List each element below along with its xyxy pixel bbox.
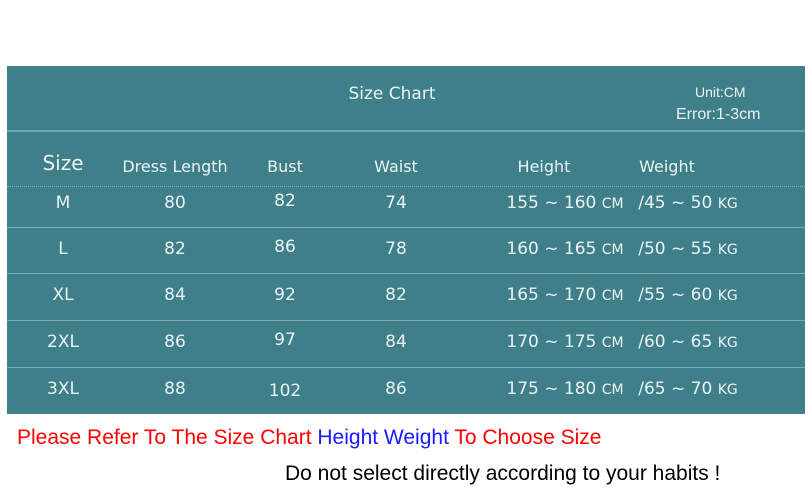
cell-length: 82 <box>164 239 186 259</box>
column-header: Waist <box>374 157 418 176</box>
habit-note: Do not select directly according to your… <box>285 462 721 485</box>
cell-weight: /50 ~ 55 KG <box>638 239 737 259</box>
height-unit: CM <box>601 382 624 398</box>
weight-value: /60 ~ 65 <box>638 332 713 352</box>
cell-waist: 86 <box>385 379 407 399</box>
cell-height: 165 ~ 170 CM <box>506 285 623 305</box>
note-highlight: Height Weight <box>317 426 449 449</box>
cell-waist: 78 <box>385 239 407 259</box>
cell-bust: 86 <box>274 237 296 257</box>
error-label: Error:1-3cm <box>676 106 761 123</box>
unit-label: Unit:CM <box>695 84 746 100</box>
cell-weight: /45 ~ 50 KG <box>638 193 737 213</box>
column-header: Dress Length <box>122 157 228 176</box>
cell-length: 86 <box>164 332 186 352</box>
cell-waist: 84 <box>385 332 407 352</box>
height-unit: CM <box>601 288 624 304</box>
height-value: 175 ~ 180 <box>506 379 597 399</box>
height-value: 160 ~ 165 <box>506 239 597 259</box>
row-divider <box>7 320 805 321</box>
cell-size: M <box>55 193 71 213</box>
height-unit: CM <box>601 196 624 212</box>
cell-bust: 97 <box>274 330 296 350</box>
row-divider <box>7 227 805 228</box>
size-chart-table: Size Chart Unit:CM Error:1-3cm Size Dress… <box>7 66 805 414</box>
row-divider <box>7 186 805 188</box>
column-header: Height <box>517 157 571 176</box>
weight-value: /55 ~ 60 <box>638 285 713 305</box>
height-value: 155 ~ 160 <box>506 193 597 213</box>
cell-height: 175 ~ 180 CM <box>506 379 623 399</box>
row-divider <box>7 273 805 274</box>
cell-weight: /60 ~ 65 KG <box>638 332 737 352</box>
cell-size: L <box>58 239 68 259</box>
cell-waist: 82 <box>385 285 407 305</box>
cell-size: 2XL <box>47 332 79 352</box>
cell-bust: 102 <box>268 381 302 401</box>
cell-bust: 82 <box>274 191 296 211</box>
cell-waist: 74 <box>385 193 407 213</box>
table-title: Size Chart <box>348 84 436 104</box>
refer-note: Please Refer To The Size Chart Height We… <box>17 426 601 450</box>
cell-length: 84 <box>164 285 186 305</box>
weight-unit: KG <box>717 382 738 398</box>
note-text: To Choose Size <box>448 426 602 449</box>
cell-size: XL <box>52 285 74 305</box>
column-header: Size <box>42 151 84 175</box>
cell-height: 160 ~ 165 CM <box>506 239 623 259</box>
row-divider <box>7 367 805 368</box>
height-value: 165 ~ 170 <box>506 285 597 305</box>
weight-unit: KG <box>717 335 738 351</box>
weight-unit: KG <box>717 242 738 258</box>
column-header: Weight <box>639 157 695 176</box>
height-unit: CM <box>601 242 624 258</box>
weight-unit: KG <box>717 196 738 212</box>
cell-bust: 92 <box>274 285 296 305</box>
note-text: Please Refer To The Size Chart <box>17 426 318 449</box>
cell-weight: /55 ~ 60 KG <box>638 285 737 305</box>
height-value: 170 ~ 175 <box>506 332 597 352</box>
weight-value: /45 ~ 50 <box>638 193 713 213</box>
cell-length: 80 <box>164 193 186 213</box>
weight-value: /50 ~ 55 <box>638 239 713 259</box>
weight-value: /65 ~ 70 <box>638 379 713 399</box>
height-unit: CM <box>601 335 624 351</box>
cell-weight: /65 ~ 70 KG <box>638 379 737 399</box>
column-header: Bust <box>267 157 303 176</box>
cell-height: 170 ~ 175 CM <box>506 332 623 352</box>
weight-unit: KG <box>717 288 738 304</box>
cell-length: 88 <box>164 379 186 399</box>
divider <box>7 130 805 132</box>
cell-size: 3XL <box>47 379 79 399</box>
cell-height: 155 ~ 160 CM <box>506 193 623 213</box>
